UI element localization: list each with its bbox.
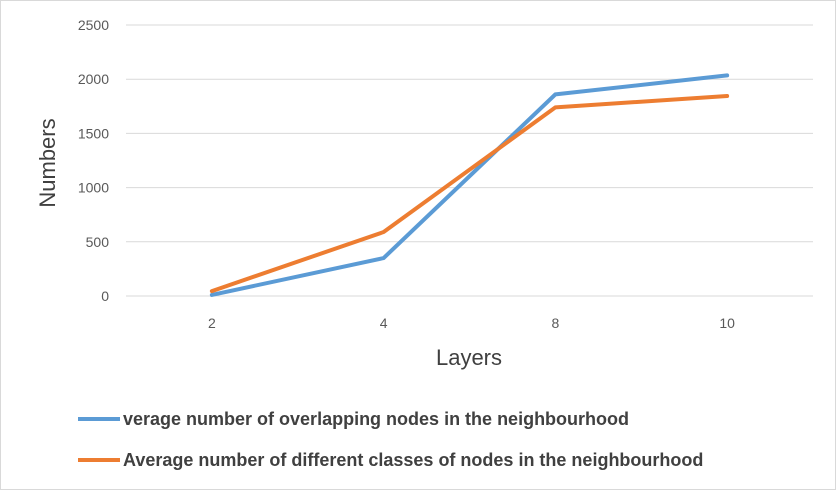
x-axis-title: Layers xyxy=(436,345,502,370)
y-tick-label: 2000 xyxy=(78,71,109,87)
legend: verage number of overlapping nodes in th… xyxy=(78,409,703,470)
y-tick-label: 500 xyxy=(86,234,110,250)
series-lines xyxy=(212,75,727,295)
series-line-2 xyxy=(212,96,727,291)
y-tick-label: 2500 xyxy=(78,17,109,33)
series-line-1 xyxy=(212,75,727,295)
y-tick-label: 0 xyxy=(101,288,109,304)
y-axis-title: Numbers xyxy=(35,118,60,207)
y-tick-label: 1500 xyxy=(78,125,109,141)
y-tick-label: 1000 xyxy=(78,180,109,196)
legend-label-1: verage number of overlapping nodes in th… xyxy=(123,409,629,429)
y-tick-labels: 0 500 1000 1500 2000 2500 xyxy=(78,17,109,304)
x-tick-labels: 2 4 8 10 xyxy=(208,315,735,331)
gridlines xyxy=(126,25,813,296)
x-tick-label: 10 xyxy=(719,315,735,331)
legend-label-2: Average number of different classes of n… xyxy=(123,450,703,470)
x-tick-label: 8 xyxy=(551,315,559,331)
x-tick-label: 2 xyxy=(208,315,216,331)
x-tick-label: 4 xyxy=(380,315,388,331)
